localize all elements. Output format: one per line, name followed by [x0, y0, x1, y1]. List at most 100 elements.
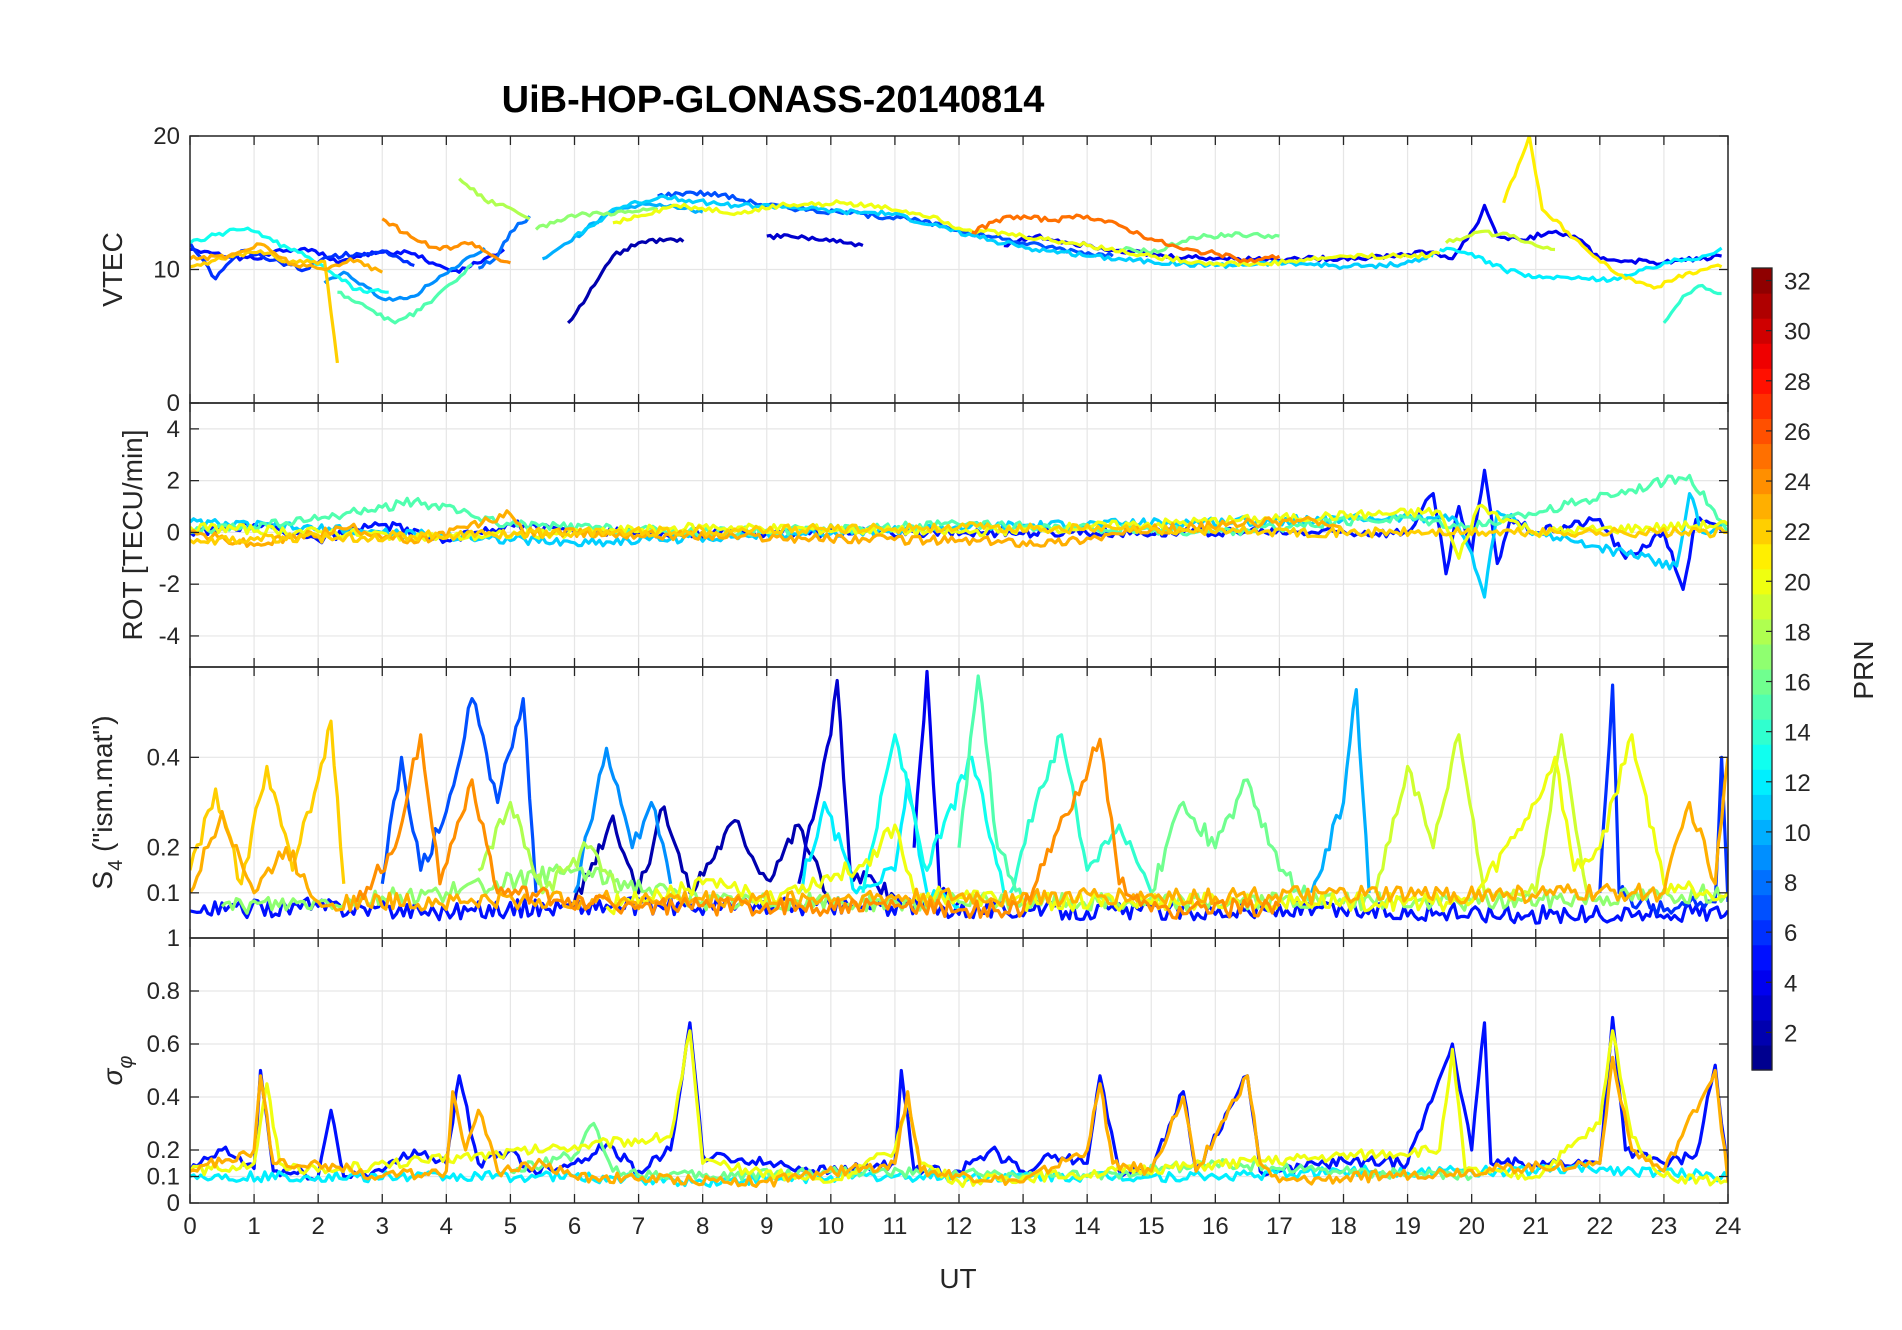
colorbar-tick-label: 8	[1784, 870, 1797, 897]
colorbar-tick-label: 2	[1784, 1020, 1797, 1047]
colorbar-bin	[1752, 694, 1772, 720]
y-tick-label: 20	[153, 123, 180, 150]
series-line-prn-22	[190, 249, 339, 364]
x-tick-label: 11	[882, 1213, 907, 1240]
x-tick-label: 19	[1394, 1213, 1421, 1240]
y-tick-label: 0.2	[147, 835, 180, 862]
x-tick-label: 15	[1138, 1213, 1165, 1240]
y-tick-label: 4	[167, 416, 180, 443]
y-tick-label: 0	[167, 1190, 180, 1217]
y-tick-label: 1	[167, 925, 180, 952]
x-tick-label: 4	[440, 1213, 453, 1240]
series-group-sigma_phi	[190, 1015, 1728, 1188]
series-line-prn-24	[355, 733, 1281, 920]
series-line-prn-2	[566, 237, 685, 325]
y-tick-label: -4	[159, 623, 180, 650]
x-tick-label: 14	[1074, 1213, 1101, 1240]
series-line-prn-15	[337, 262, 473, 325]
series-group-s4	[190, 669, 1728, 925]
series-line-prn-23	[190, 1055, 1728, 1188]
series-line-prn-13	[861, 733, 1006, 894]
colorbar-tick-label: 10	[1784, 820, 1811, 847]
colorbar-bin	[1752, 343, 1772, 369]
y-tick-label: 0.2	[147, 1137, 180, 1164]
series-line-prn-22	[190, 719, 346, 886]
series-line-prn-14	[1008, 733, 1153, 894]
series-line-prn-3	[797, 678, 897, 902]
y-axis-label-s4: S4 ("ism.mat")	[87, 715, 127, 889]
series-line-prn-20	[612, 199, 1441, 267]
colorbar-frame	[1751, 267, 1773, 1071]
x-tick-label: 23	[1651, 1213, 1678, 1240]
colorbar-bin	[1752, 468, 1772, 495]
series-line-prn-14	[1662, 283, 1722, 324]
series-line-prn-9	[323, 246, 486, 302]
y-axis-label-rot: ROT [TECU/min]	[117, 429, 148, 640]
colorbar-label: PRN	[1848, 640, 1879, 699]
colorbar-bin	[1752, 618, 1772, 645]
x-tick-label: 7	[632, 1213, 645, 1240]
colorbar-bin	[1752, 769, 1772, 795]
x-tick-label: 10	[817, 1213, 844, 1240]
y-tick-label: 0	[167, 519, 180, 546]
colorbar-tick-label: 6	[1784, 920, 1797, 947]
colorbar-bin	[1752, 568, 1772, 595]
series-line-prn-2	[572, 805, 833, 903]
series-line-prn-16	[509, 1121, 1473, 1182]
x-tick-label: 9	[760, 1213, 773, 1240]
colorbar-bin	[1752, 368, 1772, 394]
colorbar-bin	[1752, 268, 1772, 294]
colorbar-tick-label: 4	[1784, 970, 1797, 997]
colorbar-bin	[1752, 744, 1772, 770]
series-line-prn-18	[458, 177, 531, 221]
y-tick-label: 0.1	[147, 880, 180, 907]
colorbar-bin	[1752, 418, 1772, 445]
colorbar-tick-label: 30	[1784, 319, 1811, 346]
y-tick-label: 0.1	[147, 1164, 180, 1191]
colorbar-bin	[1752, 593, 1772, 620]
colorbar-bin	[1752, 719, 1772, 745]
y-tick-label: 0.4	[147, 744, 180, 771]
series-group-rot	[190, 468, 1728, 599]
series-line-prn-12	[797, 778, 960, 910]
colorbar-bin	[1752, 443, 1772, 470]
x-tick-label: 18	[1330, 1213, 1357, 1240]
series-line-prn-20	[605, 733, 1728, 916]
series-line-prn-23	[190, 242, 384, 274]
y-tick-label: 0	[167, 390, 180, 417]
colorbar-bin	[1752, 1044, 1772, 1071]
x-tick-label: 8	[696, 1213, 709, 1240]
series-line-prn-19	[1444, 229, 1556, 252]
colorbar-bin	[1752, 493, 1772, 520]
y-axis-label-sigma_phi: σφ	[97, 1056, 137, 1086]
series-line-prn-7	[380, 697, 538, 893]
y-tick-label: 10	[153, 257, 180, 284]
series-line-prn-10	[1309, 688, 1371, 894]
colorbar-bin	[1752, 844, 1772, 871]
colorbar-tick-label: 22	[1784, 519, 1811, 546]
series-line-prn-20	[190, 1029, 1728, 1188]
series-line-prn-18	[477, 800, 620, 895]
colorbar-tick-label: 16	[1784, 670, 1811, 697]
series-line-prn-16	[1118, 231, 1280, 255]
colorbar-tick-label: 28	[1784, 369, 1811, 396]
x-tick-label: 24	[1715, 1213, 1742, 1240]
x-tick-label: 12	[946, 1213, 973, 1240]
colorbar-tick-label: 26	[1784, 419, 1811, 446]
colorbar-bin	[1752, 869, 1772, 896]
series-line-prn-15	[957, 674, 1025, 903]
colorbar-bin	[1752, 894, 1772, 921]
colorbar-bin	[1752, 919, 1772, 946]
colorbar-tick-label: 14	[1784, 720, 1811, 747]
chart-title: UiB-HOP-GLONASS-20140814	[502, 79, 1045, 121]
colorbar-bin	[1752, 944, 1772, 971]
series-line-prn-7	[657, 189, 1114, 258]
colorbar-bin	[1752, 543, 1772, 570]
series-line-prn-24	[381, 217, 511, 265]
x-tick-label: 5	[504, 1213, 517, 1240]
colorbar-tick-label: 20	[1784, 569, 1811, 596]
x-axis-label: UT	[939, 1263, 976, 1294]
